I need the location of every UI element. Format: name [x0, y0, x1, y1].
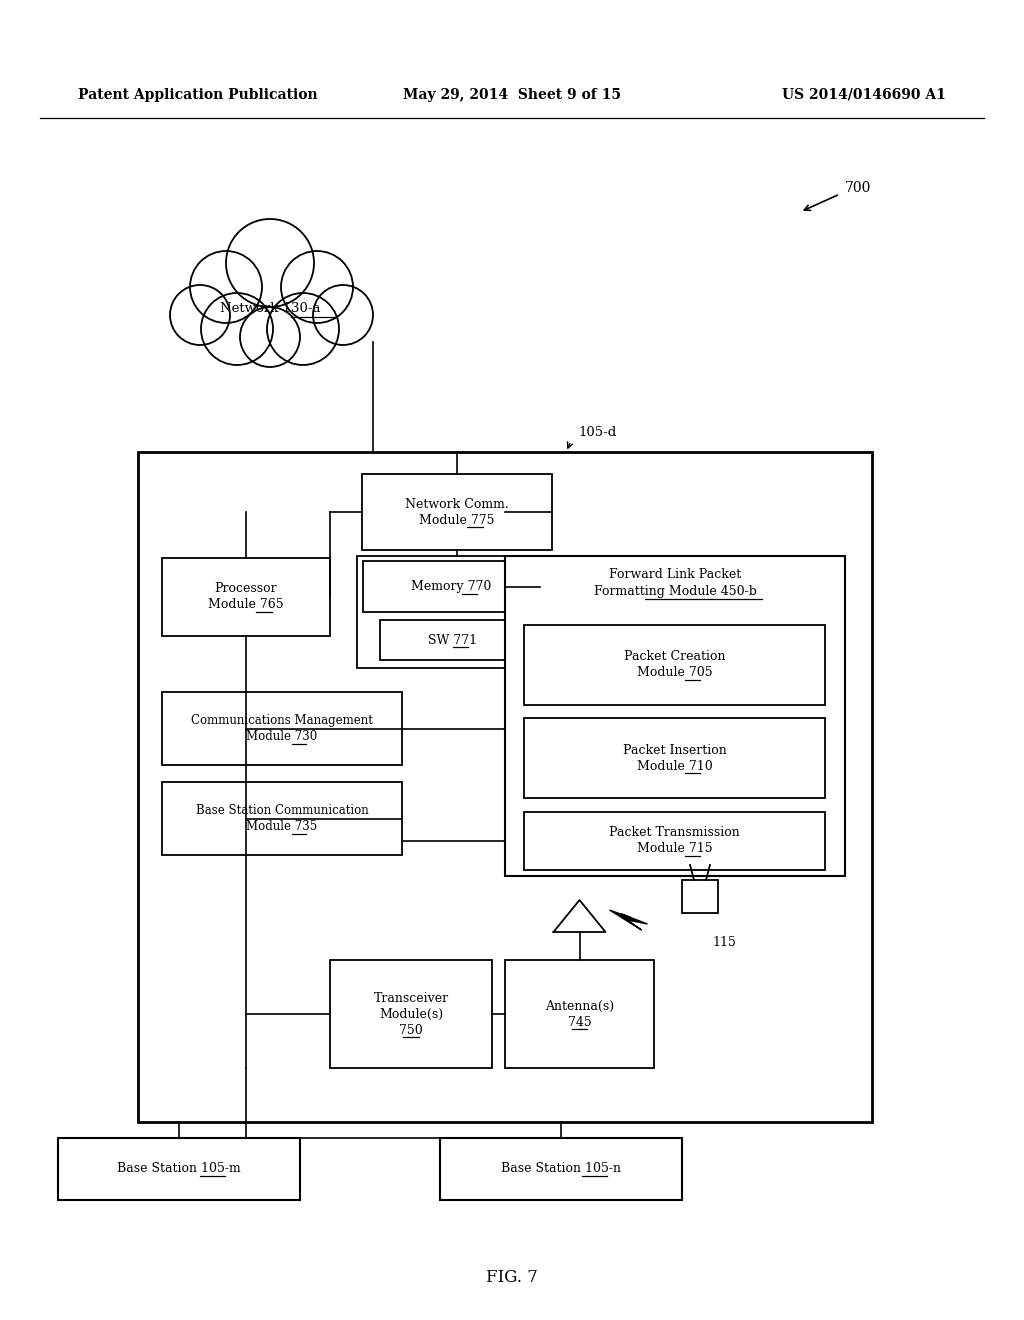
- Bar: [58, 1138, 300, 1200]
- Text: Packet Insertion: Packet Insertion: [623, 743, 726, 756]
- Circle shape: [267, 293, 339, 366]
- Text: Processor: Processor: [215, 582, 278, 595]
- Text: 105-d: 105-d: [578, 425, 616, 438]
- Circle shape: [226, 219, 314, 308]
- Text: Transceiver: Transceiver: [374, 991, 449, 1005]
- Circle shape: [281, 251, 353, 323]
- Circle shape: [240, 308, 300, 367]
- Bar: [330, 960, 492, 1068]
- Text: May 29, 2014  Sheet 9 of 15: May 29, 2014 Sheet 9 of 15: [403, 88, 621, 102]
- Text: Network 130-a: Network 130-a: [220, 301, 321, 314]
- Polygon shape: [609, 909, 647, 931]
- Text: Module(s): Module(s): [379, 1007, 443, 1020]
- Bar: [380, 620, 525, 660]
- Bar: [362, 561, 540, 612]
- Text: Base Station Communication: Base Station Communication: [196, 804, 369, 817]
- Text: Packet Transmission: Packet Transmission: [609, 826, 740, 840]
- Text: Base Station 105-m: Base Station 105-m: [117, 1163, 241, 1176]
- Text: Module 715: Module 715: [637, 842, 713, 855]
- Bar: [524, 812, 825, 870]
- Circle shape: [190, 251, 262, 323]
- Text: Module 705: Module 705: [637, 667, 713, 680]
- Bar: [524, 624, 825, 705]
- Text: SW 771: SW 771: [428, 634, 477, 647]
- Bar: [682, 880, 718, 913]
- Text: Memory 770: Memory 770: [412, 579, 492, 593]
- Text: 700: 700: [845, 181, 871, 195]
- Bar: [440, 1138, 682, 1200]
- Text: Module 765: Module 765: [208, 598, 284, 611]
- Text: Patent Application Publication: Patent Application Publication: [78, 88, 317, 102]
- Text: FIG. 7: FIG. 7: [486, 1270, 538, 1287]
- Text: 750: 750: [399, 1023, 423, 1036]
- Text: Module 710: Module 710: [637, 759, 713, 772]
- Circle shape: [170, 285, 230, 345]
- Bar: [524, 718, 825, 799]
- Text: Base Station 105-n: Base Station 105-n: [501, 1163, 621, 1176]
- Bar: [505, 960, 654, 1068]
- Text: Antenna(s): Antenna(s): [545, 999, 614, 1012]
- Bar: [505, 556, 845, 876]
- Bar: [138, 451, 872, 1122]
- Text: 745: 745: [567, 1015, 592, 1028]
- Bar: [162, 692, 402, 766]
- Text: Module 730: Module 730: [247, 730, 317, 743]
- Text: Formatting Module 450-b: Formatting Module 450-b: [594, 585, 757, 598]
- Text: Module 775: Module 775: [419, 513, 495, 527]
- Bar: [162, 781, 402, 855]
- Text: 115: 115: [712, 936, 736, 949]
- Text: Network Comm.: Network Comm.: [406, 498, 509, 511]
- Text: Forward Link Packet: Forward Link Packet: [609, 568, 741, 581]
- Circle shape: [313, 285, 373, 345]
- Text: Module 735: Module 735: [247, 820, 317, 833]
- Bar: [362, 474, 552, 550]
- Text: Packet Creation: Packet Creation: [624, 651, 725, 664]
- Text: Communications Management: Communications Management: [191, 714, 373, 727]
- Text: US 2014/0146690 A1: US 2014/0146690 A1: [782, 88, 946, 102]
- Bar: [357, 556, 546, 668]
- Bar: [162, 558, 330, 636]
- Circle shape: [201, 293, 273, 366]
